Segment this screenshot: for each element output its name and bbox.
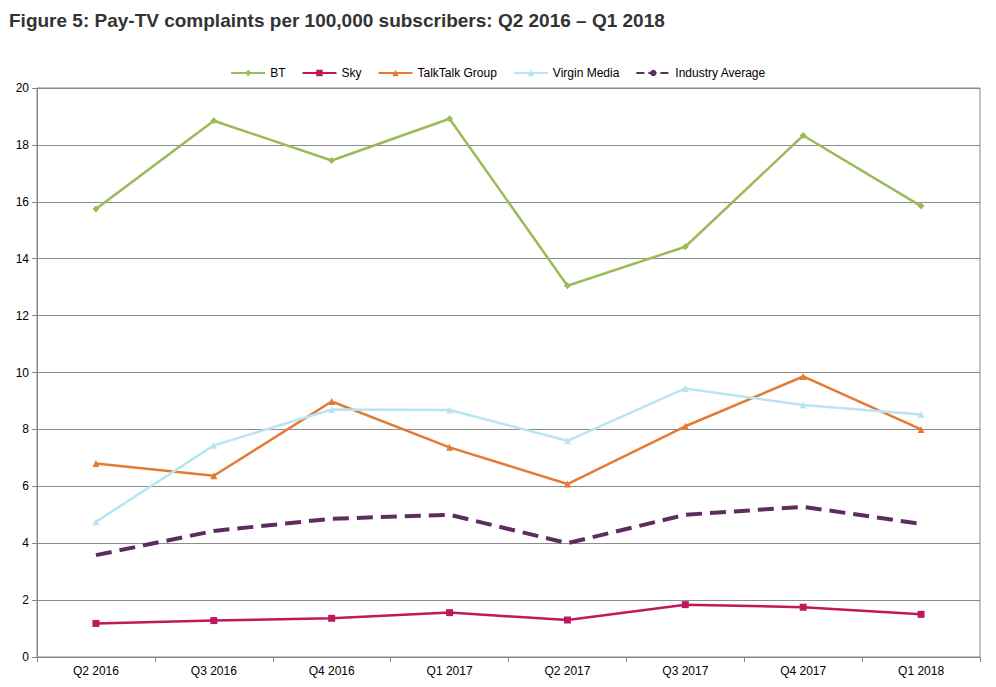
svg-text:Q3 2017: Q3 2017 [662,664,708,678]
svg-text:Q1 2017: Q1 2017 [427,664,473,678]
svg-text:Q2 2016: Q2 2016 [73,664,119,678]
svg-text:4: 4 [22,536,29,550]
svg-text:TalkTalk Group: TalkTalk Group [417,66,497,80]
svg-text:20: 20 [16,81,30,95]
svg-text:0: 0 [22,650,29,664]
svg-text:8: 8 [22,422,29,436]
svg-text:Q4 2016: Q4 2016 [309,664,355,678]
svg-text:Virgin Media: Virgin Media [553,66,620,80]
svg-text:BT: BT [270,66,286,80]
svg-text:10: 10 [16,366,30,380]
svg-text:6: 6 [22,479,29,493]
svg-text:Figure 5: Pay-TV complaints pe: Figure 5: Pay-TV complaints per 100,000 … [9,10,665,31]
svg-text:Q4 2017: Q4 2017 [780,664,826,678]
svg-text:18: 18 [16,138,30,152]
svg-text:Sky: Sky [341,66,361,80]
svg-text:16: 16 [16,195,30,209]
svg-text:Q1 2018: Q1 2018 [898,664,944,678]
svg-text:Q2 2017: Q2 2017 [544,664,590,678]
svg-text:Industry Average: Industry Average [675,66,765,80]
svg-text:2: 2 [22,593,29,607]
svg-text:Q3 2016: Q3 2016 [191,664,237,678]
svg-text:12: 12 [16,309,30,323]
svg-text:14: 14 [16,252,30,266]
